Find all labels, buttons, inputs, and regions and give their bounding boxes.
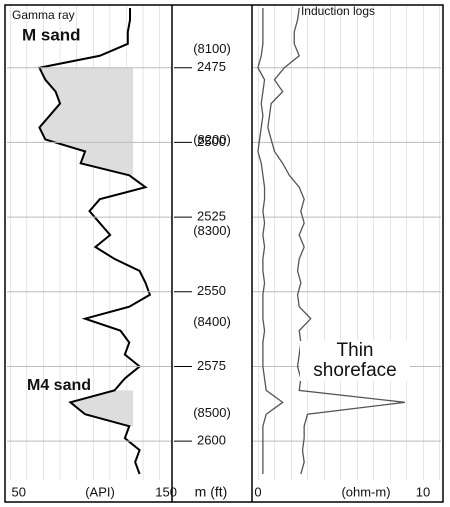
annotation: Thin shoreface: [300, 341, 410, 381]
log-curve: [257, 7, 284, 475]
depth-tick-label: 2600: [197, 433, 226, 448]
feet-tick-label: (8200): [193, 132, 231, 147]
feet-tick-label: (8300): [193, 223, 231, 238]
depth-tick-label: 2525: [197, 209, 226, 224]
depth-axis-label: m (ft): [195, 484, 228, 500]
feet-tick-label: (8400): [193, 314, 231, 329]
frame: [4, 4, 444, 503]
x-tick-label: 0: [254, 484, 261, 499]
depth-tick-label: 2475: [197, 59, 226, 74]
depth-tick-label: 2575: [197, 358, 226, 373]
track-title: Induction logs: [300, 4, 376, 18]
depth-tick-label: 2550: [197, 283, 226, 298]
annotation: M4 sand: [27, 377, 91, 394]
feet-tick-label: (8500): [193, 405, 231, 420]
sand-shading: [70, 390, 133, 427]
minor-grid: [252, 5, 441, 480]
feet-tick-label: (8100): [193, 41, 231, 56]
log-curve: [267, 7, 405, 475]
annotation: M sand: [22, 25, 81, 44]
depth-tick-label: 2500: [197, 134, 226, 149]
track-title: Gamma ray: [12, 8, 75, 22]
log-curve: [37, 7, 152, 475]
x-tick-label: 10: [416, 484, 430, 499]
x-tick-label: 50: [12, 484, 26, 499]
x-axis-label: (ohm-m): [341, 484, 390, 499]
x-tick-label: 150: [155, 484, 177, 499]
sand-shading: [39, 67, 133, 176]
x-axis-label: (API): [85, 484, 115, 499]
